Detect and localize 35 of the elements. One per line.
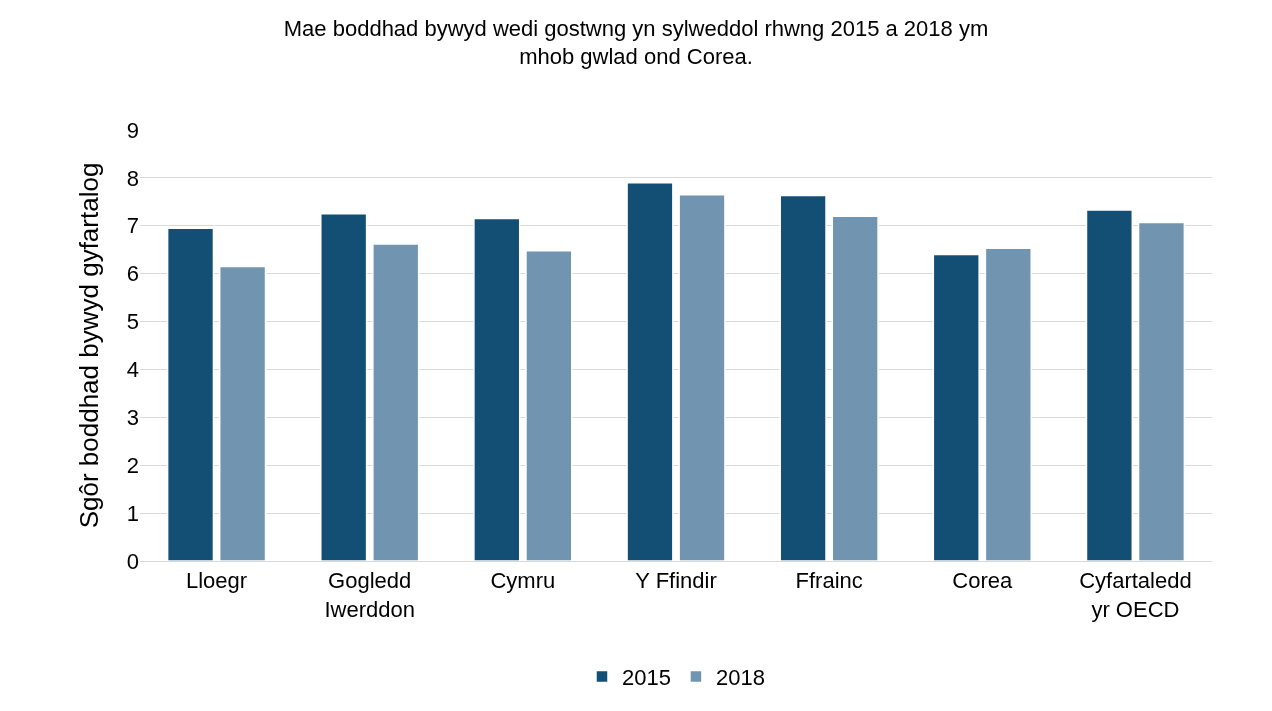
y-tick-label: 9 [126, 117, 139, 143]
legend-label: 2015 [622, 665, 671, 691]
bar [678, 193, 726, 561]
x-tick-label: Lloegr [185, 568, 248, 594]
bar [1085, 209, 1134, 561]
bar [779, 194, 827, 561]
y-tick-label: 7 [126, 213, 139, 239]
bar [984, 247, 1032, 561]
bar [166, 227, 215, 561]
y-tick-label: 1 [126, 500, 139, 526]
bar [932, 253, 980, 561]
bar [626, 181, 674, 561]
y-tick-label: 2 [126, 452, 139, 478]
chart-title: Mae boddhad bywyd wedi gostwng yn sylweddol rhwng 2015 a 2018 ym mhob gwlad ond Corea. [283, 15, 989, 70]
bar [372, 243, 420, 561]
y-tick-label: 5 [126, 309, 139, 335]
y-tick-label: 3 [126, 405, 139, 431]
legend-label: 2018 [715, 665, 765, 691]
x-tick-label: Y Ffindir [635, 568, 717, 594]
x-tick-label: Gogledd Iwerddon [324, 568, 415, 622]
bar [473, 217, 521, 561]
x-tick-label: Cyfartaledd yr OECD [1079, 568, 1192, 622]
bar [218, 265, 267, 561]
bar [831, 215, 879, 561]
bar [320, 213, 368, 561]
y-tick-label: 6 [126, 261, 139, 287]
y-tick-label: 4 [126, 357, 139, 383]
bar [525, 249, 573, 561]
y-tick-label: 0 [126, 548, 139, 574]
x-tick-label: Ffrainc [795, 568, 863, 594]
bar [1137, 221, 1186, 561]
x-tick-label: Corea [952, 568, 1014, 594]
y-axis-title: Sgôr boddhad bywyd gyfartalog [74, 162, 105, 529]
x-tick-label: Cymru [490, 568, 556, 594]
y-tick-label: 8 [126, 165, 139, 191]
